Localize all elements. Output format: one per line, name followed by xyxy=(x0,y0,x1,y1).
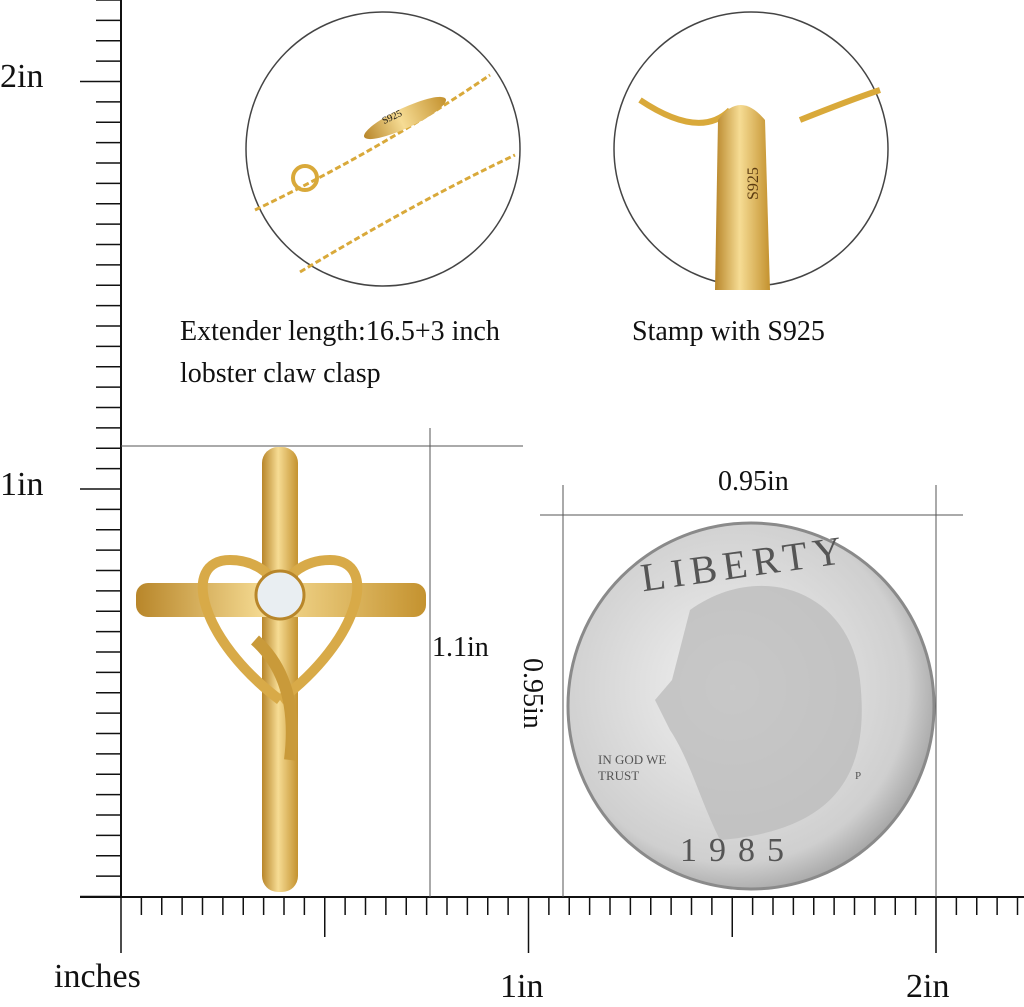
ruler xyxy=(80,0,1024,953)
bail-detail-circle xyxy=(613,11,889,290)
coin-year: 1985 xyxy=(680,832,796,869)
chain-detail-circle xyxy=(245,11,521,287)
quarter-coin xyxy=(566,521,936,891)
coin-mint-mark: P xyxy=(855,770,862,782)
coin-height-label: 0.95in xyxy=(517,658,548,729)
chain-caption-line1: Extender length:16.5+3 inch xyxy=(180,316,500,347)
dimension-lines xyxy=(121,428,963,897)
cross-pendant xyxy=(136,447,426,892)
ruler-label-h-2in: 2in xyxy=(906,968,950,1005)
bail-caption: Stamp with S925 xyxy=(632,316,825,347)
chain-caption-line2: lobster claw clasp xyxy=(180,358,381,389)
ruler-label-h-1in: 1in xyxy=(500,968,544,1005)
ruler-label-1in: 1in xyxy=(0,466,44,503)
coin-motto: IN GOD WE TRUST xyxy=(598,752,667,783)
ruler-unit-label: inches xyxy=(54,958,141,995)
pendant-height-label: 1.1in xyxy=(432,632,489,663)
coin-width-label: 0.95in xyxy=(718,466,789,497)
bail-stamp: S925 xyxy=(745,167,762,200)
ruler-label-2in: 2in xyxy=(0,58,44,95)
